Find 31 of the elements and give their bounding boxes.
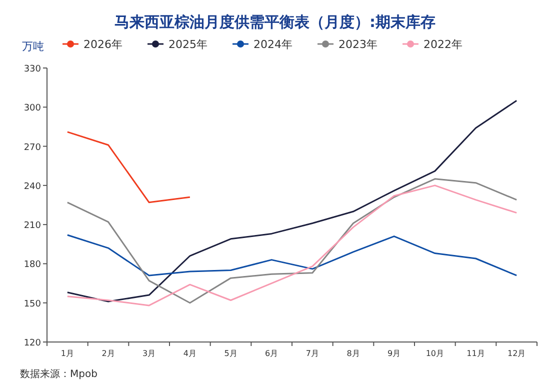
x-tick-label: 12月 xyxy=(507,349,526,358)
source-note: 数据来源：Mpob xyxy=(20,368,98,380)
y-axis-title: 万吨 xyxy=(22,40,44,53)
x-tick-label: 8月 xyxy=(346,349,360,358)
line-series xyxy=(66,100,518,302)
x-tick-label: 11月 xyxy=(466,349,485,358)
legend-label: 2023年 xyxy=(338,38,378,51)
x-tick-label: 3月 xyxy=(142,349,156,358)
x-tick-label: 5月 xyxy=(224,349,238,358)
y-tick-label: 120 xyxy=(24,338,42,348)
line-series xyxy=(66,131,191,204)
legend-label: 2024年 xyxy=(254,38,292,51)
y-tick-label: 240 xyxy=(24,182,42,192)
x-tick-label: 1月 xyxy=(60,349,74,358)
y-tick-label: 270 xyxy=(24,142,42,153)
x-tick-label: 7月 xyxy=(306,349,319,358)
y-tick-label: 330 xyxy=(24,64,42,74)
y-tick-label: 210 xyxy=(24,221,42,232)
x-tick-label: 9月 xyxy=(388,349,401,358)
x-tick-label: 6月 xyxy=(265,349,278,358)
y-tick-label: 300 xyxy=(24,104,42,114)
x-tick-label: 10月 xyxy=(426,349,444,358)
line-series xyxy=(66,234,518,276)
chart-title: 马来西亚棕油月度供需平衡表（月度）:期末库存 xyxy=(114,13,436,31)
y-tick-label: 180 xyxy=(24,260,42,270)
y-tick-label: 150 xyxy=(24,299,42,310)
legend-label: 2025年 xyxy=(168,38,208,51)
x-tick-label: 2月 xyxy=(102,349,115,358)
legend-label: 2022年 xyxy=(424,38,462,51)
x-tick-label: 4月 xyxy=(183,349,196,358)
legend-label: 2026年 xyxy=(84,38,122,51)
